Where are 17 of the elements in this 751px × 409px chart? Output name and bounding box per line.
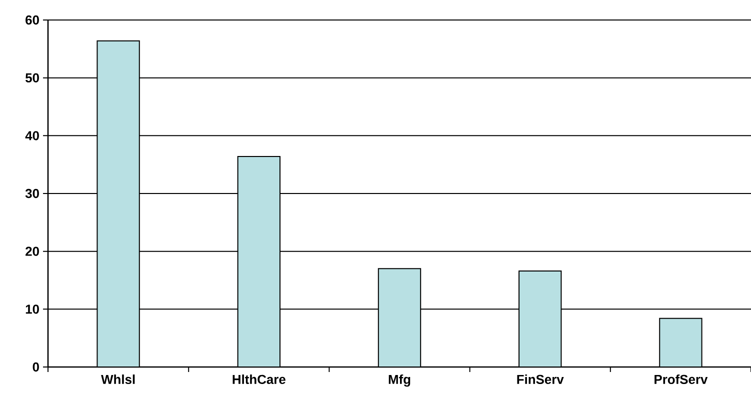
y-tick-label: 20 <box>26 246 39 256</box>
bar <box>518 270 562 367</box>
y-tick-label: 10 <box>26 304 39 314</box>
y-tick-label: 40 <box>25 131 39 140</box>
y-tick-label: 30 <box>25 188 39 198</box>
y-tick-label: 60 <box>26 15 39 25</box>
x-tick-label: ProfServ <box>654 374 708 384</box>
bar <box>378 268 422 367</box>
x-tick-label: FinServ <box>517 374 564 384</box>
y-tick-label: 50 <box>26 73 39 82</box>
bar <box>96 40 140 367</box>
x-tick-label: Mfg <box>388 374 410 387</box>
y-tick-label: 0 <box>32 362 39 372</box>
x-tick-label: Whlsl <box>101 374 135 384</box>
bar <box>237 156 280 367</box>
x-tick-label: HlthCare <box>232 374 286 384</box>
bar <box>659 318 702 367</box>
